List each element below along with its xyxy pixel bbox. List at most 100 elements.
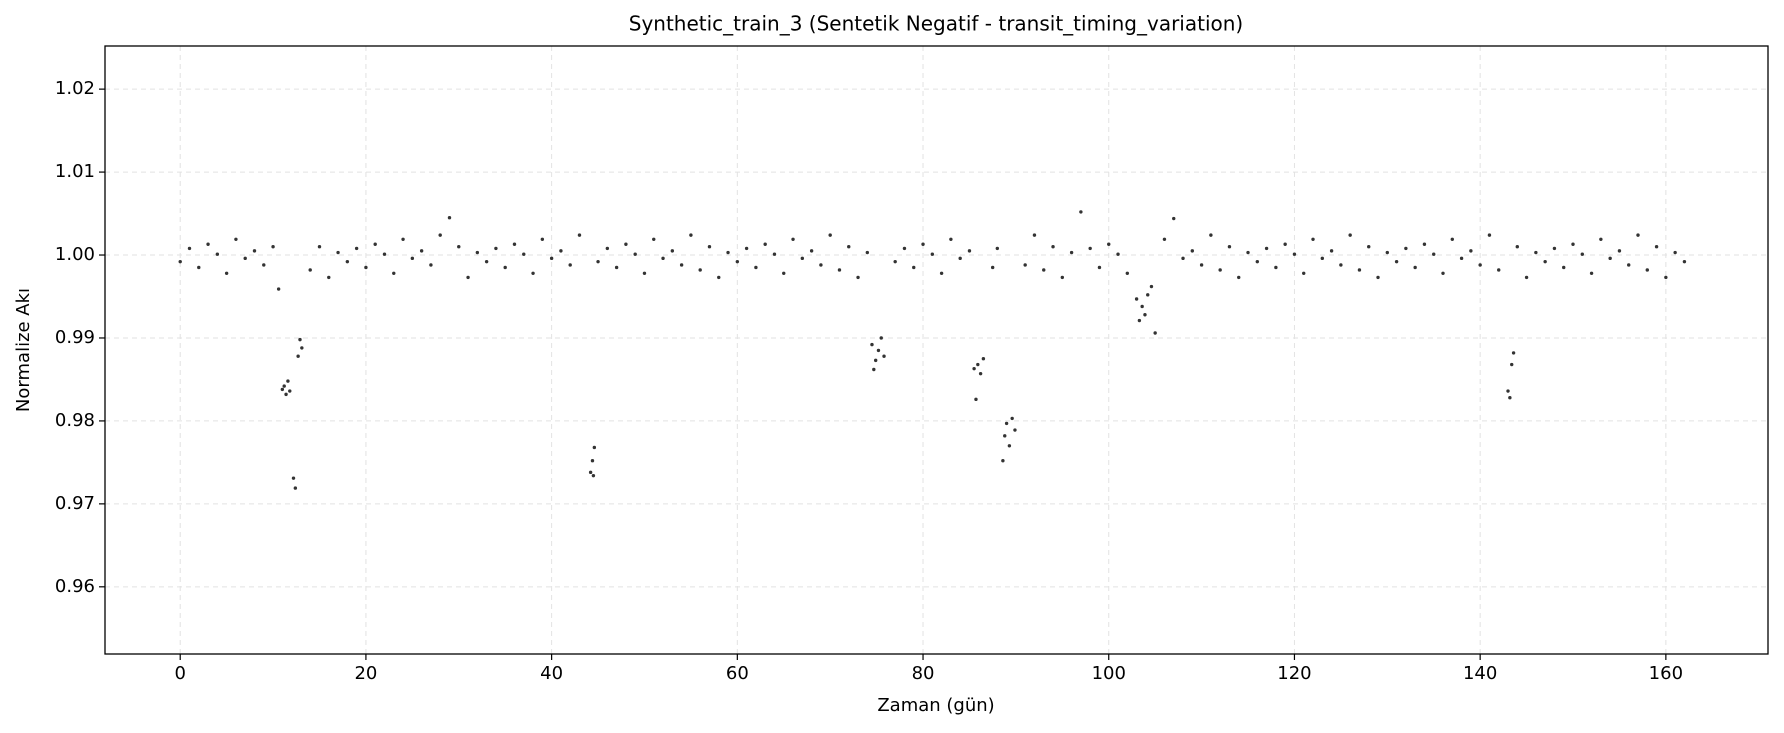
data-point	[837, 268, 842, 272]
data-point	[280, 387, 285, 392]
data-point	[1508, 395, 1512, 400]
data-point	[364, 265, 368, 270]
x-tick-label: 140	[1463, 663, 1497, 684]
data-point	[596, 259, 600, 264]
x-tick-label: 160	[1649, 663, 1683, 684]
data-point	[206, 242, 210, 246]
data-point	[972, 366, 976, 371]
data-point	[882, 354, 886, 358]
data-point	[187, 246, 192, 251]
data-point	[1552, 246, 1557, 251]
data-point	[958, 256, 962, 261]
data-point	[1227, 245, 1232, 249]
data-point	[1682, 259, 1687, 264]
data-point	[1060, 275, 1065, 280]
data-point	[382, 252, 387, 256]
data-point	[872, 367, 876, 372]
data-point	[1003, 434, 1007, 438]
data-point	[1617, 249, 1622, 253]
data-point	[590, 459, 595, 463]
data-point	[930, 252, 935, 256]
data-point	[819, 263, 823, 267]
data-point	[1153, 331, 1157, 335]
data-point	[178, 259, 182, 264]
data-point	[744, 246, 749, 251]
data-point	[1246, 250, 1250, 255]
data-point	[614, 265, 619, 270]
data-point	[1329, 249, 1334, 253]
data-point	[457, 245, 461, 249]
data-point	[577, 233, 582, 237]
data-point	[763, 242, 767, 246]
data-point	[1051, 245, 1055, 249]
data-point	[1571, 242, 1575, 246]
data-point	[291, 476, 296, 480]
data-point	[902, 246, 907, 251]
data-point	[974, 397, 978, 402]
data-point	[726, 250, 730, 255]
data-point	[1580, 252, 1584, 256]
data-point	[1311, 237, 1315, 241]
data-point	[300, 346, 304, 350]
data-point	[949, 237, 953, 241]
data-point	[373, 242, 377, 246]
data-point	[1302, 271, 1306, 275]
data-point	[1510, 362, 1514, 367]
data-point	[1116, 252, 1120, 256]
data-point	[1283, 242, 1287, 246]
data-point	[1524, 275, 1529, 280]
data-point	[772, 252, 777, 256]
data-point	[976, 362, 980, 367]
data-point	[873, 358, 878, 363]
data-point	[1079, 210, 1083, 214]
data-point	[1032, 233, 1037, 237]
data-point	[1010, 416, 1014, 421]
data-point	[652, 237, 656, 241]
data-point	[276, 287, 281, 291]
data-point	[1654, 245, 1659, 249]
data-point	[1487, 233, 1492, 237]
x-tick-label: 100	[1092, 663, 1126, 684]
data-point	[661, 256, 665, 261]
data-point	[1209, 233, 1213, 237]
data-point	[1339, 263, 1343, 267]
data-point	[1237, 275, 1241, 280]
data-point	[286, 379, 290, 383]
data-point	[1515, 245, 1519, 249]
data-point	[447, 215, 452, 220]
data-point	[1146, 293, 1150, 297]
data-point	[1367, 245, 1371, 249]
data-point	[419, 249, 424, 253]
data-point	[296, 354, 300, 358]
data-point	[698, 268, 702, 272]
data-point	[1636, 233, 1640, 237]
data-point	[981, 357, 986, 361]
data-point	[1599, 237, 1603, 241]
data-point	[345, 259, 350, 264]
data-point	[1645, 268, 1649, 272]
data-point	[939, 271, 944, 275]
data-point	[1469, 249, 1473, 253]
data-point	[707, 245, 712, 249]
data-point	[234, 237, 238, 241]
data-point	[1218, 268, 1222, 272]
data-point	[1413, 265, 1417, 270]
data-point	[1001, 459, 1005, 463]
data-point	[197, 265, 201, 270]
data-point	[1255, 259, 1260, 264]
data-point	[828, 233, 832, 237]
data-point	[679, 263, 684, 267]
data-point	[327, 275, 331, 280]
x-tick-label: 20	[354, 663, 377, 684]
data-point	[531, 271, 535, 275]
data-point	[642, 271, 647, 275]
data-point	[284, 392, 288, 397]
data-point	[624, 242, 628, 246]
data-point	[1608, 256, 1612, 261]
data-point	[1134, 297, 1139, 301]
data-point	[1404, 246, 1408, 251]
data-point	[912, 265, 916, 270]
data-point	[429, 263, 433, 267]
